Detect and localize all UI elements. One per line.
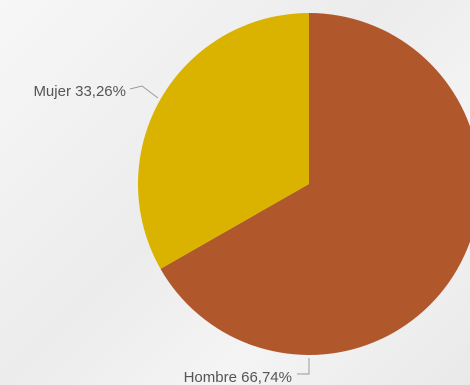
slice-label-mujer: Mujer 33,26%: [33, 83, 126, 100]
leader-line-mujer: [129, 85, 159, 99]
pie-slices: [138, 13, 470, 355]
slice-label-hombre: Hombre 66,74%: [184, 369, 292, 385]
pie-slice-hombre[interactable]: [160, 13, 470, 355]
pie-slice-mujer[interactable]: [138, 13, 309, 269]
leader-line-hombre: [297, 358, 310, 375]
